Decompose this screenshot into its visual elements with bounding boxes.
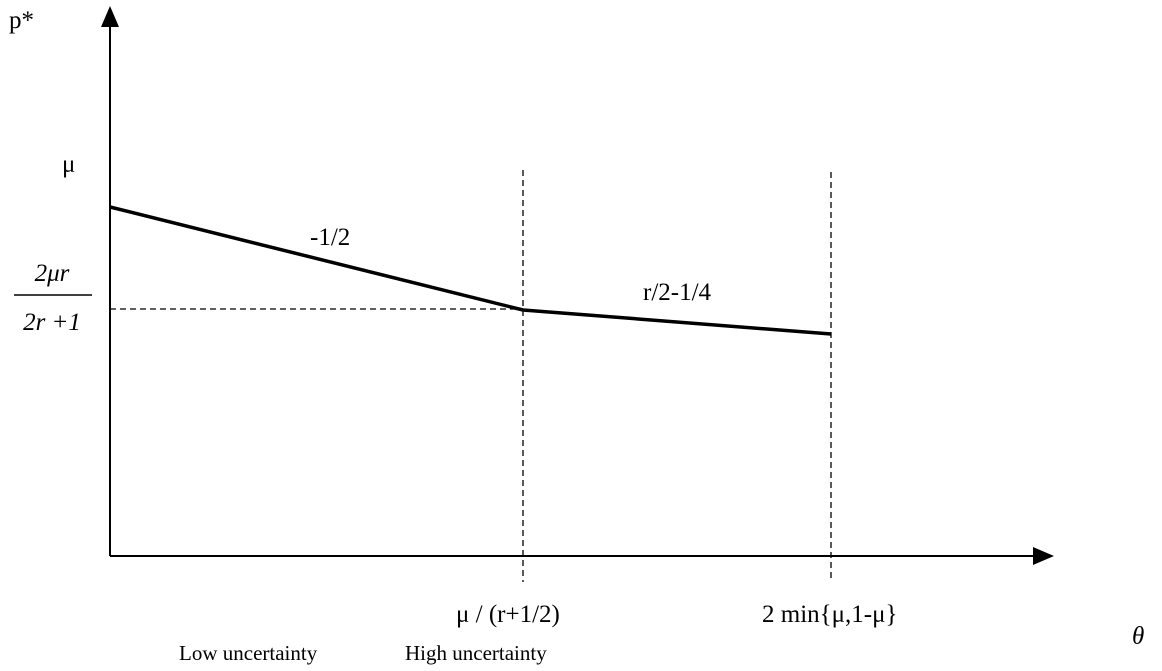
x-tick-kink: μ / (r+1/2) [456,601,560,628]
low-uncertainty-label: Low uncertainty [179,641,318,665]
x-tick-end: 2 min{μ,1-μ} [762,601,898,628]
first-segment-slope-label: -1/2 [310,224,350,251]
price-curve [109,205,832,336]
y-axis-label: p* [9,7,34,34]
high-uncertainty-label: High uncertainty [405,641,547,665]
y-tick-fraction-numerator: 2μr [35,260,70,287]
y-tick-fraction-denominator: 2r +1 [23,309,81,336]
second-segment-slope-label: r/2-1/4 [643,279,712,306]
x-axis-label: θ [1132,623,1144,650]
x-axis-arrowhead [1033,547,1054,565]
y-tick-mu: μ [62,151,75,178]
y-axis-arrowhead [101,6,119,27]
